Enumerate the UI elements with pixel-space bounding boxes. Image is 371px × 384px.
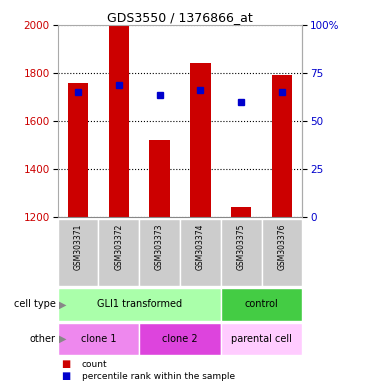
Text: GSM303371: GSM303371 xyxy=(73,223,82,270)
Text: GSM303372: GSM303372 xyxy=(114,223,123,270)
Bar xyxy=(190,63,210,217)
Title: GDS3550 / 1376866_at: GDS3550 / 1376866_at xyxy=(107,11,253,24)
Text: control: control xyxy=(245,299,278,310)
Bar xyxy=(221,323,302,355)
Text: parental cell: parental cell xyxy=(231,334,292,344)
Bar xyxy=(221,288,302,321)
Bar xyxy=(139,323,221,355)
Bar xyxy=(231,207,252,217)
Bar xyxy=(58,219,98,286)
Text: percentile rank within the sample: percentile rank within the sample xyxy=(82,372,235,381)
Text: other: other xyxy=(30,334,56,344)
Text: ■: ■ xyxy=(61,359,70,369)
Bar xyxy=(68,83,88,217)
Bar xyxy=(139,219,180,286)
Bar xyxy=(272,75,292,217)
Text: cell type: cell type xyxy=(14,299,56,310)
Bar xyxy=(98,219,139,286)
Text: ▶: ▶ xyxy=(59,299,67,310)
Text: clone 2: clone 2 xyxy=(162,334,198,344)
Bar xyxy=(180,219,221,286)
Text: GSM303374: GSM303374 xyxy=(196,223,205,270)
Bar xyxy=(262,219,302,286)
Text: clone 1: clone 1 xyxy=(81,334,116,344)
Bar xyxy=(58,288,221,321)
Text: ▶: ▶ xyxy=(59,334,67,344)
Text: ■: ■ xyxy=(61,371,70,381)
Bar xyxy=(149,140,170,217)
Text: GSM303373: GSM303373 xyxy=(155,223,164,270)
Text: GSM303376: GSM303376 xyxy=(278,223,286,270)
Bar xyxy=(221,219,262,286)
Text: count: count xyxy=(82,359,107,369)
Text: GSM303375: GSM303375 xyxy=(237,223,246,270)
Bar xyxy=(58,323,139,355)
Bar xyxy=(108,25,129,217)
Text: GLI1 transformed: GLI1 transformed xyxy=(96,299,182,310)
